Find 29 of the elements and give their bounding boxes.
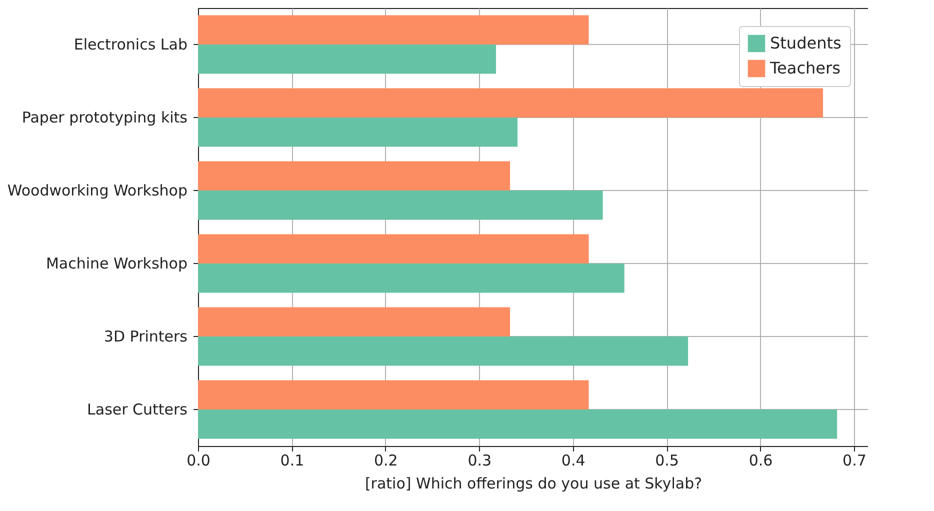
bar (198, 88, 824, 118)
bar (198, 161, 510, 190)
y-tick-label: Machine Workshop (46, 254, 188, 272)
bar (198, 15, 589, 44)
bar (198, 190, 603, 220)
bar (198, 307, 510, 336)
x-tick-label: 0.5 (655, 452, 679, 470)
bar (198, 234, 589, 264)
bar (198, 44, 496, 74)
legend-label: Students (770, 34, 842, 52)
legend-label: Teachers (769, 58, 840, 78)
x-tick-label: 0.0 (186, 452, 210, 470)
x-tick-label: 0.2 (374, 452, 398, 470)
x-tick-label: 0.7 (842, 452, 866, 470)
x-tick-label: 0.4 (561, 452, 586, 470)
y-tick-label: 3D Printers (104, 328, 188, 346)
bar (198, 410, 838, 439)
y-tick-label: Laser Cutters (87, 400, 188, 418)
x-tick-label: 0.6 (748, 452, 773, 470)
bar (198, 118, 518, 147)
y-tick-label: Woodworking Workshop (7, 182, 188, 200)
bar (198, 336, 688, 366)
x-tick-label: 0.3 (468, 452, 492, 470)
x-axis-title: [ratio] Which offerings do you use at Skylab? (364, 474, 702, 492)
x-tick-label: 0.1 (280, 452, 304, 470)
y-tick-label: Electronics Lab (74, 36, 188, 54)
bar (198, 380, 589, 410)
bar (198, 264, 624, 293)
y-tick-label: Paper prototyping kits (22, 108, 188, 126)
